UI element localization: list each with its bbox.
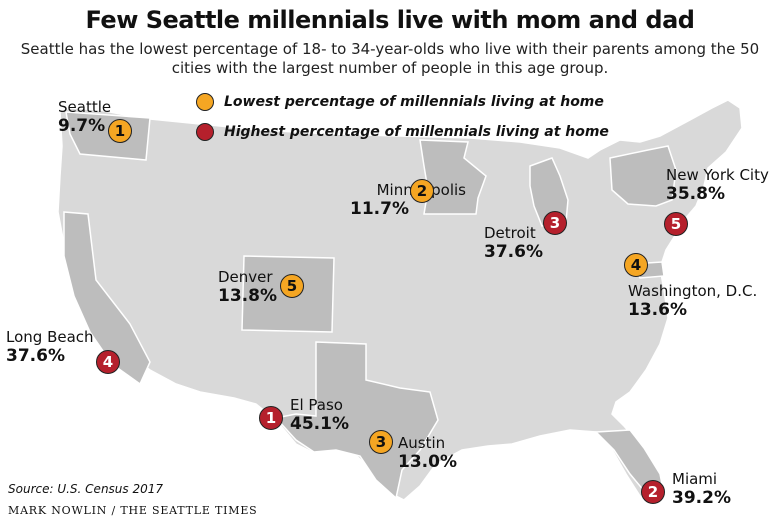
legend-lowest-marker-icon [196,93,214,111]
city-name: Denver [218,268,273,286]
city-detroit: Detroit 37.6% [484,224,543,262]
map-subtitle: Seattle has the lowest percentage of 18-… [20,40,760,77]
city-pct: 9.7% [58,116,106,136]
city-new-york-city: New York City 35.8% [666,166,769,204]
city-name: Detroit [484,224,536,242]
state-california [63,211,151,386]
city-name: Austin [398,434,446,452]
city-name: Washington, D.C. [628,282,758,300]
city-washington-dc: Washington, D.C. 13.6% [628,282,757,320]
city-denver: Denver 13.8% [218,268,277,306]
rank-badge-long-beach: 4 [96,350,120,374]
city-name: Miami [672,470,718,488]
city-name: El Paso [290,396,343,414]
rank-badge-el-paso: 1 [259,406,283,430]
city-austin: Austin 13.0% [398,434,457,472]
city-pct: 11.7% [350,199,409,219]
city-miami: Miami 39.2% [672,470,731,508]
rank-badge-washington-dc: 4 [624,253,648,277]
city-pct: 13.8% [218,286,277,306]
legend-highest-label: Highest percentage of millennials living… [224,124,609,140]
city-name: Long Beach [6,328,94,346]
rank-badge-austin: 3 [369,430,393,454]
rank-badge-detroit: 3 [543,211,567,235]
city-minneapolis: Minneapolis 11.7% [338,181,466,219]
legend-highest-marker-icon [196,123,214,141]
rank-badge-miami: 2 [641,480,665,504]
state-new-york [609,145,677,207]
city-name: Minneapolis [338,181,466,199]
city-long-beach: Long Beach 37.6% [6,328,94,366]
legend-item-highest: Highest percentage of millennials living… [196,123,609,141]
rank-badge-new-york-city: 5 [664,212,688,236]
city-name: Seattle [58,98,112,116]
city-pct: 13.6% [628,300,687,320]
legend-lowest-label: Lowest percentage of millennials living … [224,94,604,110]
city-el-paso: El Paso 45.1% [290,396,349,434]
legend-item-lowest: Lowest percentage of millennials living … [196,93,604,111]
city-name: New York City [666,166,769,184]
city-pct: 37.6% [484,242,543,262]
rank-badge-minneapolis: 2 [410,179,434,203]
city-pct: 35.8% [666,184,725,204]
source-note: Source: U.S. Census 2017 [8,482,164,496]
credit-line: MARK NOWLIN / THE SEATTLE TIMES [8,504,258,517]
rank-badge-seattle: 1 [108,119,132,143]
city-seattle: Seattle 9.7% [58,98,111,136]
map-title: Few Seattle millennials live with mom an… [85,6,696,34]
rank-badge-denver: 5 [280,274,304,298]
city-pct: 13.0% [398,452,457,472]
state-minnesota [419,139,487,215]
city-pct: 37.6% [6,346,65,366]
city-pct: 45.1% [290,414,349,434]
city-pct: 39.2% [672,488,731,508]
